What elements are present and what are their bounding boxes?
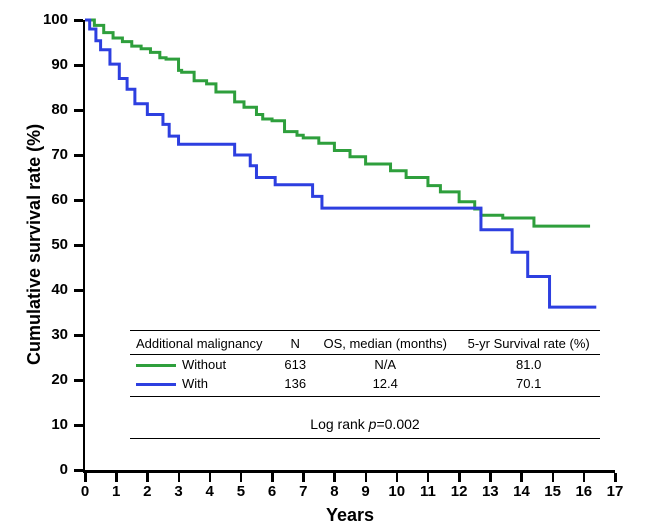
y-tick bbox=[74, 19, 83, 22]
legend-col-header: Additional malignancy bbox=[130, 334, 277, 354]
x-tick bbox=[146, 473, 149, 482]
x-tick-label: 8 bbox=[322, 483, 346, 500]
x-tick-label: 9 bbox=[354, 483, 378, 500]
x-tick-label: 7 bbox=[291, 483, 315, 500]
y-tick-label: 30 bbox=[34, 326, 68, 343]
legend-cell: 12.4 bbox=[313, 374, 457, 393]
x-tick bbox=[333, 473, 336, 482]
x-tick bbox=[271, 473, 274, 482]
legend-swatch bbox=[136, 383, 176, 386]
x-tick bbox=[302, 473, 305, 482]
x-tick-label: 13 bbox=[478, 483, 502, 500]
x-tick-label: 11 bbox=[416, 483, 440, 500]
y-tick bbox=[74, 424, 83, 427]
x-tick-label: 3 bbox=[167, 483, 191, 500]
y-tick-label: 70 bbox=[34, 146, 68, 163]
x-tick-label: 17 bbox=[603, 483, 627, 500]
y-tick bbox=[74, 334, 83, 337]
x-tick bbox=[427, 473, 430, 482]
x-tick-label: 0 bbox=[73, 483, 97, 500]
y-tick-label: 60 bbox=[34, 191, 68, 208]
x-tick-label: 15 bbox=[541, 483, 565, 500]
x-tick-label: 4 bbox=[198, 483, 222, 500]
y-tick-label: 10 bbox=[34, 416, 68, 433]
y-tick bbox=[74, 244, 83, 247]
x-tick-label: 12 bbox=[447, 483, 471, 500]
y-tick-label: 100 bbox=[34, 11, 68, 28]
legend-cell: 613 bbox=[277, 355, 313, 374]
legend-col-header: N bbox=[277, 334, 313, 354]
legend-rule-bot1 bbox=[130, 396, 600, 397]
x-tick bbox=[396, 473, 399, 482]
x-tick-label: 2 bbox=[135, 483, 159, 500]
x-tick-label: 6 bbox=[260, 483, 284, 500]
y-tick bbox=[74, 379, 83, 382]
x-tick bbox=[552, 473, 555, 482]
y-tick bbox=[74, 154, 83, 157]
legend-cell: 81.0 bbox=[457, 355, 600, 374]
y-tick-label: 20 bbox=[34, 371, 68, 388]
y-tick bbox=[74, 64, 83, 67]
x-tick bbox=[84, 473, 87, 482]
legend-table: Additional malignancyNOS, median (months… bbox=[130, 330, 600, 397]
y-tick-label: 0 bbox=[34, 461, 68, 478]
x-tick bbox=[583, 473, 586, 482]
legend-col-header: 5-yr Survival rate (%) bbox=[457, 334, 600, 354]
x-tick bbox=[178, 473, 181, 482]
legend-label: With bbox=[182, 376, 208, 391]
x-tick bbox=[115, 473, 118, 482]
legend-data-row: With 13612.470.1 bbox=[130, 374, 600, 393]
y-tick bbox=[74, 199, 83, 202]
y-tick bbox=[74, 109, 83, 112]
y-axis bbox=[83, 20, 86, 473]
legend-swatch bbox=[136, 364, 176, 367]
y-tick-label: 80 bbox=[34, 101, 68, 118]
x-tick bbox=[614, 473, 617, 482]
legend-cell: 70.1 bbox=[457, 374, 600, 393]
legend-label: Without bbox=[182, 357, 226, 372]
x-tick-label: 10 bbox=[385, 483, 409, 500]
legend-cell: 136 bbox=[277, 374, 313, 393]
legend-col-header: OS, median (months) bbox=[313, 334, 457, 354]
y-tick-label: 40 bbox=[34, 281, 68, 298]
x-tick bbox=[365, 473, 368, 482]
logrank-text: Log rank p=0.002 bbox=[130, 416, 600, 439]
y-tick bbox=[74, 289, 83, 292]
logrank-prefix: Log rank bbox=[310, 416, 368, 432]
x-axis-title: Years bbox=[85, 505, 615, 526]
x-tick-label: 1 bbox=[104, 483, 128, 500]
x-tick-label: 14 bbox=[509, 483, 533, 500]
x-tick-label: 5 bbox=[229, 483, 253, 500]
x-tick bbox=[489, 473, 492, 482]
logrank-value: =0.002 bbox=[376, 416, 419, 432]
y-tick-label: 90 bbox=[34, 56, 68, 73]
legend-header-row: Additional malignancyNOS, median (months… bbox=[130, 334, 600, 354]
series-with bbox=[85, 20, 596, 307]
x-tick bbox=[520, 473, 523, 482]
x-tick bbox=[209, 473, 212, 482]
km-survival-chart: Cumulative survival rate (%) Years Addit… bbox=[0, 0, 650, 532]
legend-data-row: Without 613N/A81.0 bbox=[130, 355, 600, 374]
y-tick-label: 50 bbox=[34, 236, 68, 253]
x-tick-label: 16 bbox=[572, 483, 596, 500]
legend-rule-top bbox=[130, 330, 600, 331]
legend-cell: N/A bbox=[313, 355, 457, 374]
x-tick bbox=[240, 473, 243, 482]
legend-inner-table: Additional malignancyNOS, median (months… bbox=[130, 334, 600, 393]
chart-svg bbox=[0, 0, 650, 532]
y-tick bbox=[74, 469, 83, 472]
x-tick bbox=[458, 473, 461, 482]
legend-rule-bot2 bbox=[130, 438, 600, 439]
x-axis bbox=[83, 470, 616, 473]
series-without bbox=[85, 20, 590, 226]
